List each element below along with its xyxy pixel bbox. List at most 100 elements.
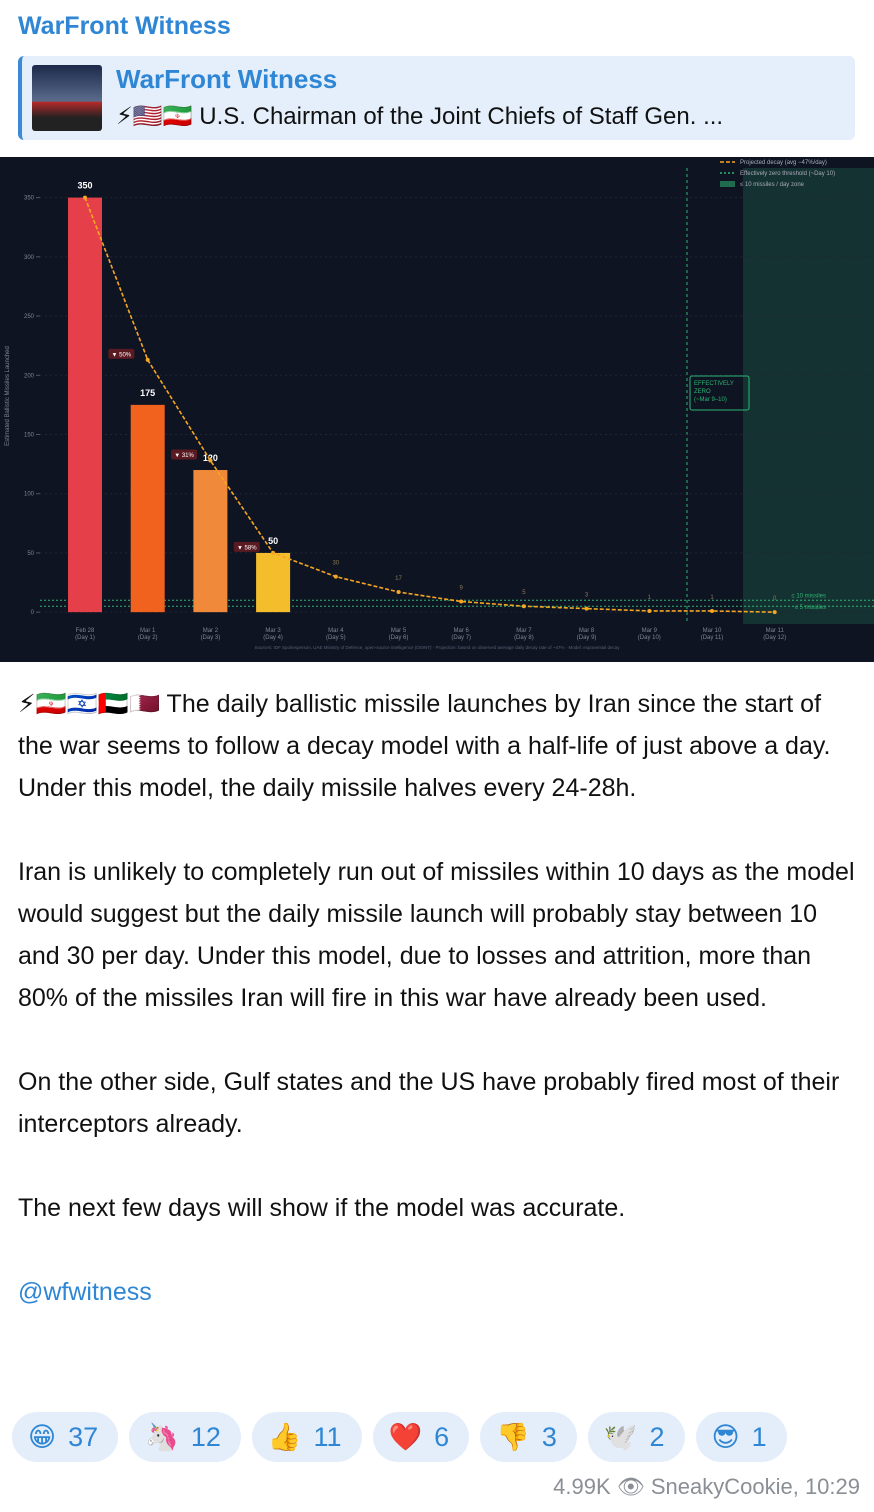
y-tick-label: 50 <box>27 551 34 557</box>
x-tick-label: Mar 3 <box>265 628 281 634</box>
x-tick-sublabel: (Day 2) <box>138 635 158 641</box>
reply-text: ⚡🇺🇸🇮🇷 U.S. Chairman of the Joint Chiefs … <box>116 103 724 130</box>
views-icon: 👁︎ <box>616 1474 645 1499</box>
x-tick-sublabel: (Day 5) <box>326 635 346 641</box>
x-tick-label: Mar 10 <box>703 628 722 634</box>
projection-label: 1 <box>710 595 714 601</box>
paragraph: Iran is unlikely to completely run out o… <box>18 858 855 1012</box>
bar-label: 50 <box>268 536 278 546</box>
hline-label: ≤ 10 missiles <box>791 593 826 599</box>
x-tick-sublabel: (Day 6) <box>389 635 409 641</box>
hline-label: ≤ 5 missiles <box>795 605 826 611</box>
reaction[interactable]: 😎 1 <box>695 1412 787 1462</box>
x-tick-sublabel: (Day 9) <box>577 635 597 641</box>
x-tick-label: Mar 6 <box>454 628 470 634</box>
annotation-text: (~Mar 9–10) <box>694 397 727 403</box>
y-tick-label: 250 <box>24 314 35 320</box>
x-tick-label: Mar 8 <box>579 628 595 634</box>
x-tick-label: Mar 7 <box>516 628 532 634</box>
x-tick-sublabel: (Day 8) <box>514 635 534 641</box>
chart-source: Sources: IDF Spokesperson, UAE Ministry … <box>254 645 620 650</box>
channel-name[interactable]: WarFront Witness <box>18 12 231 40</box>
bar <box>193 470 228 613</box>
projection-point <box>83 195 87 200</box>
projection-point <box>333 574 338 579</box>
paragraph: The next few days will show if the model… <box>18 1194 626 1222</box>
reaction[interactable]: 😁 37 <box>12 1412 119 1462</box>
reaction-count: 37 <box>68 1421 99 1452</box>
mention-link[interactable]: @wfwitness <box>18 1278 152 1306</box>
paragraph: ⚡🇮🇷🇮🇱🇦🇪🇶🇦 The daily ballistic missile la… <box>18 690 831 802</box>
y-tick-label: 100 <box>24 492 35 498</box>
projection-point <box>584 606 589 611</box>
y-axis-label: Estimated Ballistic Missiles Launched <box>5 346 11 446</box>
reaction[interactable]: 🕊️ 2 <box>587 1412 685 1462</box>
projection-label: 30 <box>332 561 339 567</box>
emoji: ❤️ <box>388 1422 423 1452</box>
y-tick-label: 200 <box>24 373 35 379</box>
projection-point <box>772 610 777 615</box>
reaction[interactable]: ❤️ 6 <box>372 1412 470 1462</box>
x-tick-label: Mar 9 <box>642 628 658 634</box>
projection-label: 1 <box>648 595 652 601</box>
emoji: 🦄 <box>145 1422 179 1452</box>
message-footer: 4.99K 👁︎ SneakyCookie, 10:29 <box>553 1474 860 1500</box>
drop-badge: ▼ 31% <box>174 453 194 459</box>
x-tick-sublabel: (Day 1) <box>75 635 95 641</box>
reaction-count: 6 <box>434 1421 450 1452</box>
drop-badge: ▼ 50% <box>112 352 132 358</box>
reaction[interactable]: 🦄 12 <box>129 1412 241 1462</box>
legend-swatch <box>720 181 735 187</box>
projection-point <box>521 604 526 609</box>
annotation-box <box>689 375 750 411</box>
projection-point <box>208 458 213 463</box>
emoji: 😁 <box>28 1421 57 1452</box>
y-tick-label: 150 <box>24 432 35 438</box>
bar <box>256 552 291 613</box>
reaction-count: 3 <box>541 1421 557 1452</box>
bar <box>68 197 102 613</box>
legend-label: ≤ 10 missiles / day zone <box>740 182 805 188</box>
x-tick-label: Mar 11 <box>766 628 785 634</box>
reaction-count: 11 <box>313 1421 342 1452</box>
x-tick-sublabel: (Day 7) <box>451 635 471 641</box>
x-tick-sublabel: (Day 3) <box>201 635 221 641</box>
paragraph: On the other side, Gulf states and the U… <box>18 1068 840 1138</box>
projection-label: 17 <box>395 576 402 582</box>
x-tick-sublabel: (Day 12) <box>763 635 786 641</box>
projection-point <box>271 550 276 555</box>
y-tick-label: 0 <box>31 610 35 616</box>
projection-point <box>396 590 401 595</box>
emoji: 👍 <box>267 1422 302 1452</box>
reply-name: WarFront Witness <box>116 64 338 94</box>
bar-label: 120 <box>203 453 218 463</box>
bar-label: 175 <box>140 388 155 398</box>
x-tick-label: Mar 2 <box>203 628 219 634</box>
drop-badge-bg <box>108 348 135 359</box>
drop-badge: ▼ 58% <box>237 545 257 551</box>
x-tick-label: Mar 1 <box>140 628 156 634</box>
reaction[interactable]: 👎 3 <box>480 1412 577 1462</box>
emoji: 👎 <box>496 1422 530 1452</box>
drop-badge-bg <box>171 449 198 460</box>
x-tick-label: Feb 28 <box>76 628 95 634</box>
reaction[interactable]: 👍 11 <box>251 1412 362 1462</box>
zone <box>743 168 874 624</box>
legend-label: Effectively zero threshold (~Day 10) <box>740 171 835 177</box>
projection-label: 9 <box>460 585 464 591</box>
projection-label: 3 <box>585 593 589 599</box>
emoji: 😎 <box>711 1421 740 1452</box>
projection-point <box>710 608 714 613</box>
reaction-count: 12 <box>190 1421 221 1452</box>
projection-point <box>459 599 464 604</box>
view-count: 4.99K <box>553 1474 611 1499</box>
drop-badge-bg <box>233 541 260 552</box>
reply-preview[interactable]: WarFront Witness ⚡🇺🇸🇮🇷 U.S. Chairman of … <box>18 56 855 140</box>
projection-point <box>145 357 150 362</box>
y-tick-label: 350 <box>24 196 35 202</box>
annotation-text: EFFECTIVELY <box>694 381 734 387</box>
message-text: ⚡🇮🇷🇮🇱🇦🇪🇶🇦 The daily ballistic missile la… <box>18 683 858 1313</box>
reaction-count: 2 <box>649 1421 665 1452</box>
